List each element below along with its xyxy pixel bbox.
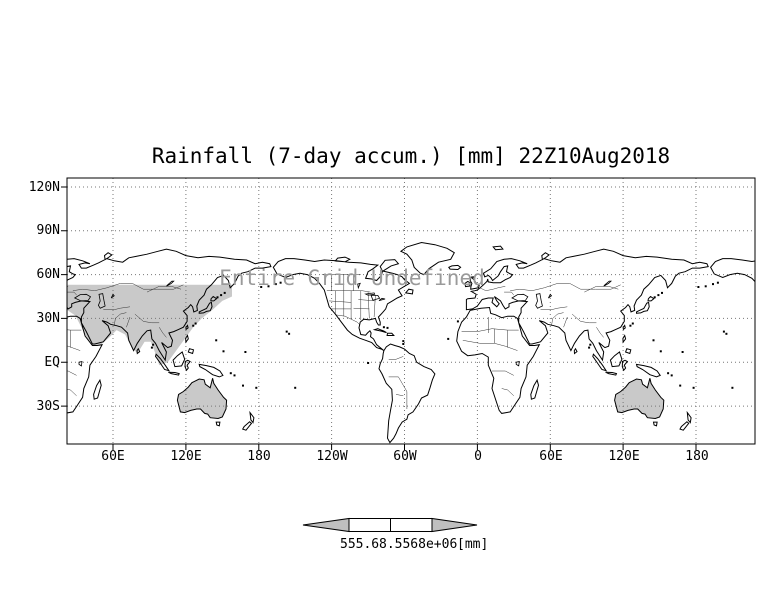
y-axis-label-90n: 90N: [36, 223, 60, 238]
latlon-gridlines: [67, 178, 755, 444]
x-axis-label-60w: 60W: [393, 449, 417, 464]
colorbar-segment-2: [390, 518, 433, 532]
colorbar-segment-1: [348, 518, 391, 532]
y-axis-label-eq: EQ: [44, 355, 60, 370]
colorbar: [302, 517, 478, 533]
colorbar-right-arrow: [431, 517, 478, 533]
y-axis-label-120n: 120N: [28, 180, 60, 195]
undefined-grid-message: Entire Grid Undefined: [219, 266, 485, 290]
country-state-borders: [67, 274, 621, 409]
x-axis-label-180-1: 180: [247, 449, 271, 464]
colorbar-units-label: [mm]: [457, 537, 489, 552]
rainfall-shading: [67, 284, 664, 419]
colorbar-label-min: 555.6: [340, 537, 380, 552]
small-islands: [150, 281, 734, 389]
x-axis-label-120e-1: 120E: [170, 449, 202, 464]
coastlines: [67, 241, 755, 444]
colorbar-label-max: 8.5568e+06: [379, 537, 458, 552]
lakes-outlines: [73, 280, 613, 367]
colorbar-left-arrow: [302, 517, 350, 533]
x-axis-label-120w: 120W: [316, 449, 348, 464]
y-axis-label-30s: 30S: [36, 399, 60, 414]
map-frame: [66, 177, 756, 445]
x-axis-label-60e-2: 60E: [539, 449, 563, 464]
chart-title: Rainfall (7-day accum.) [mm] 22Z10Aug201…: [151, 144, 671, 168]
axis-ticks: [61, 186, 697, 450]
x-axis-label-0: 0: [474, 449, 482, 464]
y-axis-label-60n: 60N: [36, 267, 60, 282]
y-axis-label-30n: 30N: [36, 311, 60, 326]
x-axis-label-180-2: 180: [685, 449, 709, 464]
x-axis-label-120e-2: 120E: [608, 449, 640, 464]
x-axis-label-60e-1: 60E: [101, 449, 125, 464]
